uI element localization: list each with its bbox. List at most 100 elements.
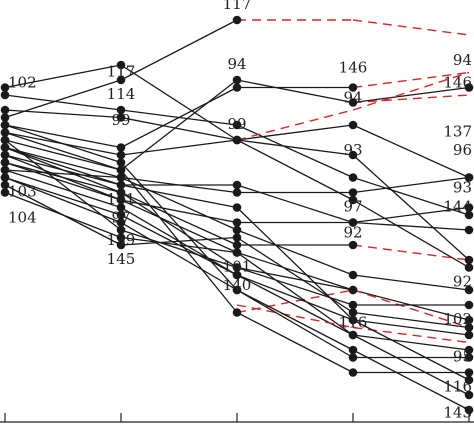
series-segment-23-4	[352, 334, 470, 396]
series-segment-5-4	[352, 19, 470, 36]
data-point-22-1	[0, 180, 10, 190]
series-segment-18-4	[352, 244, 470, 261]
data-point-20-2	[116, 225, 126, 235]
data-point-14-4	[348, 188, 358, 197]
point-label-13: 99	[227, 115, 246, 133]
data-point-2-3	[232, 225, 242, 235]
data-point-12-4	[348, 83, 358, 92]
series-segment-7-4	[352, 199, 470, 269]
lines-layer	[4, 19, 470, 411]
series-segment-13-4	[352, 71, 470, 89]
series-segment-21-4	[352, 289, 470, 329]
series-segment-8-4	[352, 86, 470, 104]
series-segment-20-2	[120, 229, 238, 269]
data-point-25-1	[0, 143, 10, 152]
data-point-10-2	[116, 113, 126, 122]
data-point-24-3	[232, 308, 242, 317]
series-segment-12-2	[120, 86, 238, 149]
data-point-17-4	[348, 240, 358, 250]
data-point-28-1	[0, 165, 10, 175]
data-point-8-3	[232, 75, 242, 85]
point-label-15: 140	[223, 276, 252, 294]
series-segment-2-4	[352, 274, 470, 291]
data-point-29-2	[116, 188, 126, 197]
series-segment-8-3	[236, 79, 354, 104]
data-point-8-5	[464, 83, 474, 92]
series-segment-8-1	[4, 139, 122, 171]
series-segment-30-3	[236, 289, 354, 359]
series-segment-25-4	[352, 319, 470, 336]
data-point-16-4	[348, 218, 358, 227]
data-point-24-5	[464, 368, 474, 377]
series-segment-29-3	[236, 266, 354, 306]
data-point-28-4	[348, 315, 358, 325]
data-point-30-3	[232, 285, 242, 295]
data-point-1-4	[348, 120, 358, 130]
point-label-25: 96	[453, 141, 472, 159]
data-point-20-1	[0, 135, 10, 145]
data-point-22-2	[116, 240, 126, 250]
data-point-14-5	[464, 173, 474, 182]
data-point-6-4	[348, 173, 358, 182]
series-segment-3-3	[236, 251, 354, 291]
data-point-27-4	[348, 345, 358, 355]
data-point-20-4	[348, 285, 358, 295]
series-segment-16-2	[120, 199, 238, 224]
data-point-30-5	[464, 353, 474, 362]
series-segment-28-4	[352, 319, 470, 381]
series-segment-1-4	[352, 124, 470, 179]
data-point-23-5	[464, 390, 474, 400]
labels-layer: 1021041031171149910197139145117949910114…	[8, 0, 472, 422]
data-point-16-5	[464, 225, 474, 235]
series-segment-15-4	[352, 206, 470, 224]
data-point-10-4	[348, 150, 358, 160]
data-point-6-5	[464, 210, 474, 220]
data-point-24-4	[348, 368, 358, 377]
data-point-12-2	[116, 143, 126, 152]
data-point-3-5	[464, 315, 474, 325]
data-point-23-4	[348, 330, 358, 340]
data-point-10-5	[464, 255, 474, 265]
data-point-29-1	[0, 158, 10, 167]
series-segment-6-3	[236, 124, 354, 179]
data-point-28-3	[232, 270, 242, 280]
series-segment-24-1	[4, 131, 122, 171]
data-point-6-3	[232, 120, 242, 130]
series-segment-1-2	[120, 64, 238, 141]
data-point-2-4	[348, 270, 358, 280]
data-point-24-2	[116, 165, 126, 175]
series-segment-1-3	[236, 124, 354, 141]
series-segment-23-3	[236, 251, 354, 336]
data-point-24-1	[0, 128, 10, 137]
data-point-30-4	[348, 353, 358, 362]
point-label-30: 95	[453, 347, 472, 365]
series-segment-26-3	[236, 304, 354, 329]
series-segment-23-1	[4, 191, 122, 239]
series-segment-10-2	[120, 116, 238, 141]
point-label-2: 104	[8, 209, 37, 227]
series-segment-22-3	[236, 236, 354, 314]
data-point-14-2	[116, 173, 126, 182]
data-point-23-2	[116, 233, 126, 242]
series-segment-2-3	[236, 229, 354, 276]
point-label-11: 117	[223, 0, 252, 13]
series-segment-17-2	[120, 191, 238, 246]
series-segment-19-1	[4, 176, 122, 216]
series-segment-4-2	[120, 19, 238, 81]
series-segment-22-4	[352, 311, 470, 329]
series-segment-12-1	[4, 124, 122, 149]
data-point-12-3	[232, 83, 242, 92]
data-point-27-2	[116, 158, 126, 167]
series-segment-27-1	[4, 124, 122, 164]
data-point-10-1	[0, 105, 10, 115]
data-point-7-2	[116, 150, 126, 160]
series-segment-6-4	[352, 176, 470, 216]
point-label-4: 117	[107, 62, 136, 80]
point-label-3: 103	[8, 182, 37, 200]
series-segment-8-2	[120, 79, 238, 171]
series-segment-19-3	[236, 274, 354, 336]
data-point-4-2	[116, 75, 126, 85]
series-segment-1-1	[4, 64, 122, 89]
